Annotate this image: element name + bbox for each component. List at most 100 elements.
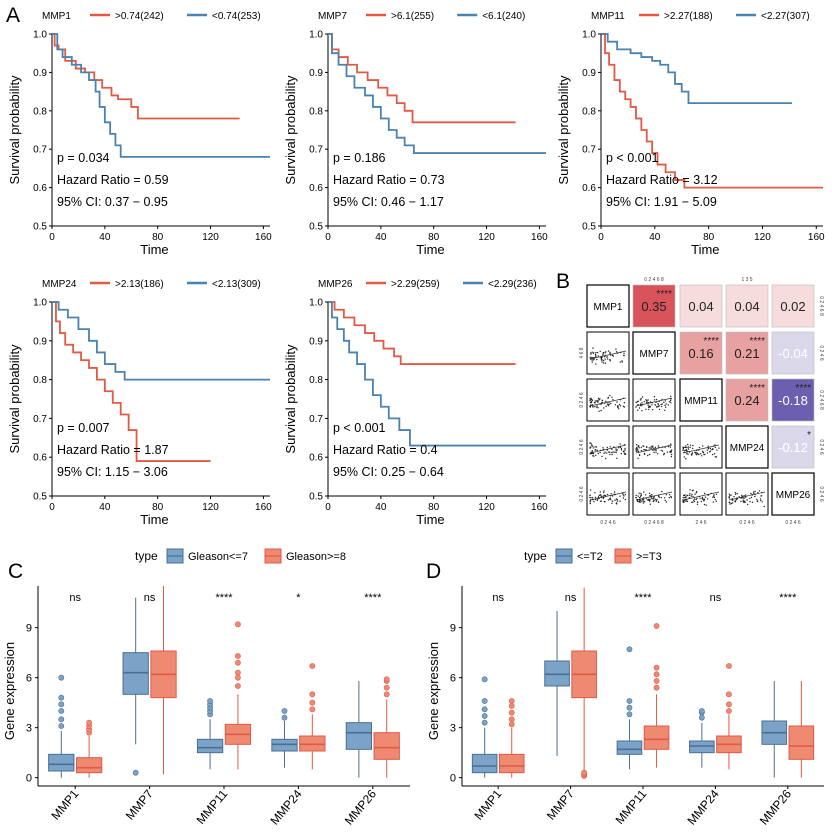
- legend-label: <=T2: [577, 551, 603, 563]
- box-iqr: [544, 660, 570, 687]
- scatter-point: [686, 494, 688, 497]
- scatter-point: [689, 493, 691, 495]
- variable-label-mmp26: MMP26: [776, 490, 811, 501]
- outlier-point: [235, 659, 241, 666]
- correlation-value: 0.04: [734, 299, 759, 314]
- scatter-point: [594, 446, 596, 448]
- scatter-point: [597, 498, 599, 500]
- scatter-point: [684, 494, 686, 496]
- significance-stars: ****: [749, 383, 765, 394]
- scatter-point: [611, 500, 614, 502]
- scatter-point: [620, 449, 623, 451]
- scatter-point: [661, 490, 663, 493]
- scatter-point: [590, 353, 592, 355]
- stat-annotation: p = 0.034: [57, 151, 110, 165]
- scatter-point: [606, 449, 609, 451]
- scatter-point: [665, 493, 667, 496]
- variable-label-mmp24: MMP24: [730, 443, 765, 454]
- scatter-point: [646, 401, 648, 404]
- scatter-point: [637, 450, 640, 453]
- scatter-point: [635, 401, 637, 404]
- scatter-point: [753, 492, 755, 495]
- scatter-point: [742, 499, 744, 501]
- scatter-point: [729, 503, 731, 505]
- scatter-point: [695, 498, 697, 501]
- outlier-point: [481, 676, 488, 683]
- outlier-point: [626, 704, 633, 711]
- scatter-point: [749, 500, 751, 503]
- scatter-point: [622, 405, 625, 407]
- scatter-point: [592, 445, 594, 447]
- legend-label-high: >2.13(186): [115, 279, 164, 290]
- scatter-point: [640, 405, 642, 407]
- scatter-point: [691, 452, 694, 454]
- box-iqr: [75, 757, 103, 774]
- scatter-point: [694, 451, 696, 454]
- outlier-point: [383, 676, 390, 683]
- scatter-point: [670, 495, 672, 498]
- fit-line: [635, 491, 673, 501]
- scatter-point: [599, 494, 602, 496]
- outlier-point: [508, 709, 515, 716]
- x-tick-label: 120: [202, 232, 219, 243]
- scatter-point: [734, 492, 736, 494]
- scatter-point: [591, 359, 593, 361]
- scatter-point: [589, 400, 591, 402]
- scatter-point: [682, 446, 684, 448]
- scatter-point: [653, 396, 656, 398]
- legend-label-low: <2.13(309): [212, 279, 261, 290]
- scatter-point: [669, 446, 672, 448]
- scatter-point: [589, 494, 591, 497]
- scatter-point: [594, 400, 596, 402]
- axis-tick-strip-right: 0 2 4 6: [818, 486, 824, 502]
- scatter-point: [595, 355, 597, 358]
- axis-tick-strip-bottom: 2 4 6: [695, 520, 706, 526]
- outlier-point: [508, 716, 515, 723]
- correlation-cell: [771, 378, 815, 422]
- scatter-point: [657, 501, 660, 504]
- scatter-point: [604, 358, 606, 360]
- axis-tick-strip-left: 0 2 4 6: [579, 486, 585, 502]
- box-iqr: [471, 753, 498, 774]
- fit-line: [635, 444, 673, 454]
- scatter-point: [714, 499, 716, 501]
- scatter-point: [689, 444, 692, 446]
- box-iqr: [373, 732, 400, 760]
- scatter-point: [592, 347, 594, 349]
- scatter-point: [620, 448, 623, 450]
- scatter-point: [694, 493, 696, 495]
- scatter-point: [661, 405, 663, 408]
- scatter-point: [593, 455, 595, 457]
- scatter-point: [606, 356, 608, 358]
- scatter-point: [734, 499, 736, 502]
- scatter-point: [616, 401, 618, 403]
- outlier-point: [309, 691, 316, 698]
- scatter-point: [602, 497, 604, 500]
- scatter-point: [635, 494, 637, 497]
- y-tick-label: 0.9: [582, 68, 596, 79]
- outlier-point: [235, 653, 241, 659]
- correlation-cell: [632, 284, 676, 328]
- scatter-point: [668, 494, 671, 496]
- scatter-point: [657, 402, 659, 405]
- scatter-point: [609, 451, 611, 453]
- scatter-point: [703, 453, 705, 456]
- scatter-point: [639, 399, 642, 401]
- x-tick-label: 40: [375, 232, 387, 243]
- legend-label-low: <2.29(236): [488, 279, 537, 290]
- legend-label: Gleason>=8: [286, 551, 346, 563]
- scatter-cell: [586, 378, 630, 422]
- scatter-point: [594, 492, 596, 494]
- outlier-point: [309, 663, 316, 669]
- scatter-point: [663, 454, 665, 456]
- significance-stars: ****: [795, 383, 811, 394]
- scatter-point: [686, 453, 688, 455]
- y-tick-label: 0.6: [33, 453, 47, 464]
- legend-label-low: <2.27(307): [761, 11, 810, 22]
- scatter-point: [749, 497, 751, 500]
- km-panel-mmp26: MMP26 >2.29(259) <2.29(236) 0.5 0.6 0.7 0.8 0.9…: [283, 279, 548, 527]
- scatter-point: [605, 351, 607, 353]
- scatter-point: [687, 448, 690, 450]
- scatter-point: [616, 449, 618, 451]
- scatter-point: [696, 454, 698, 456]
